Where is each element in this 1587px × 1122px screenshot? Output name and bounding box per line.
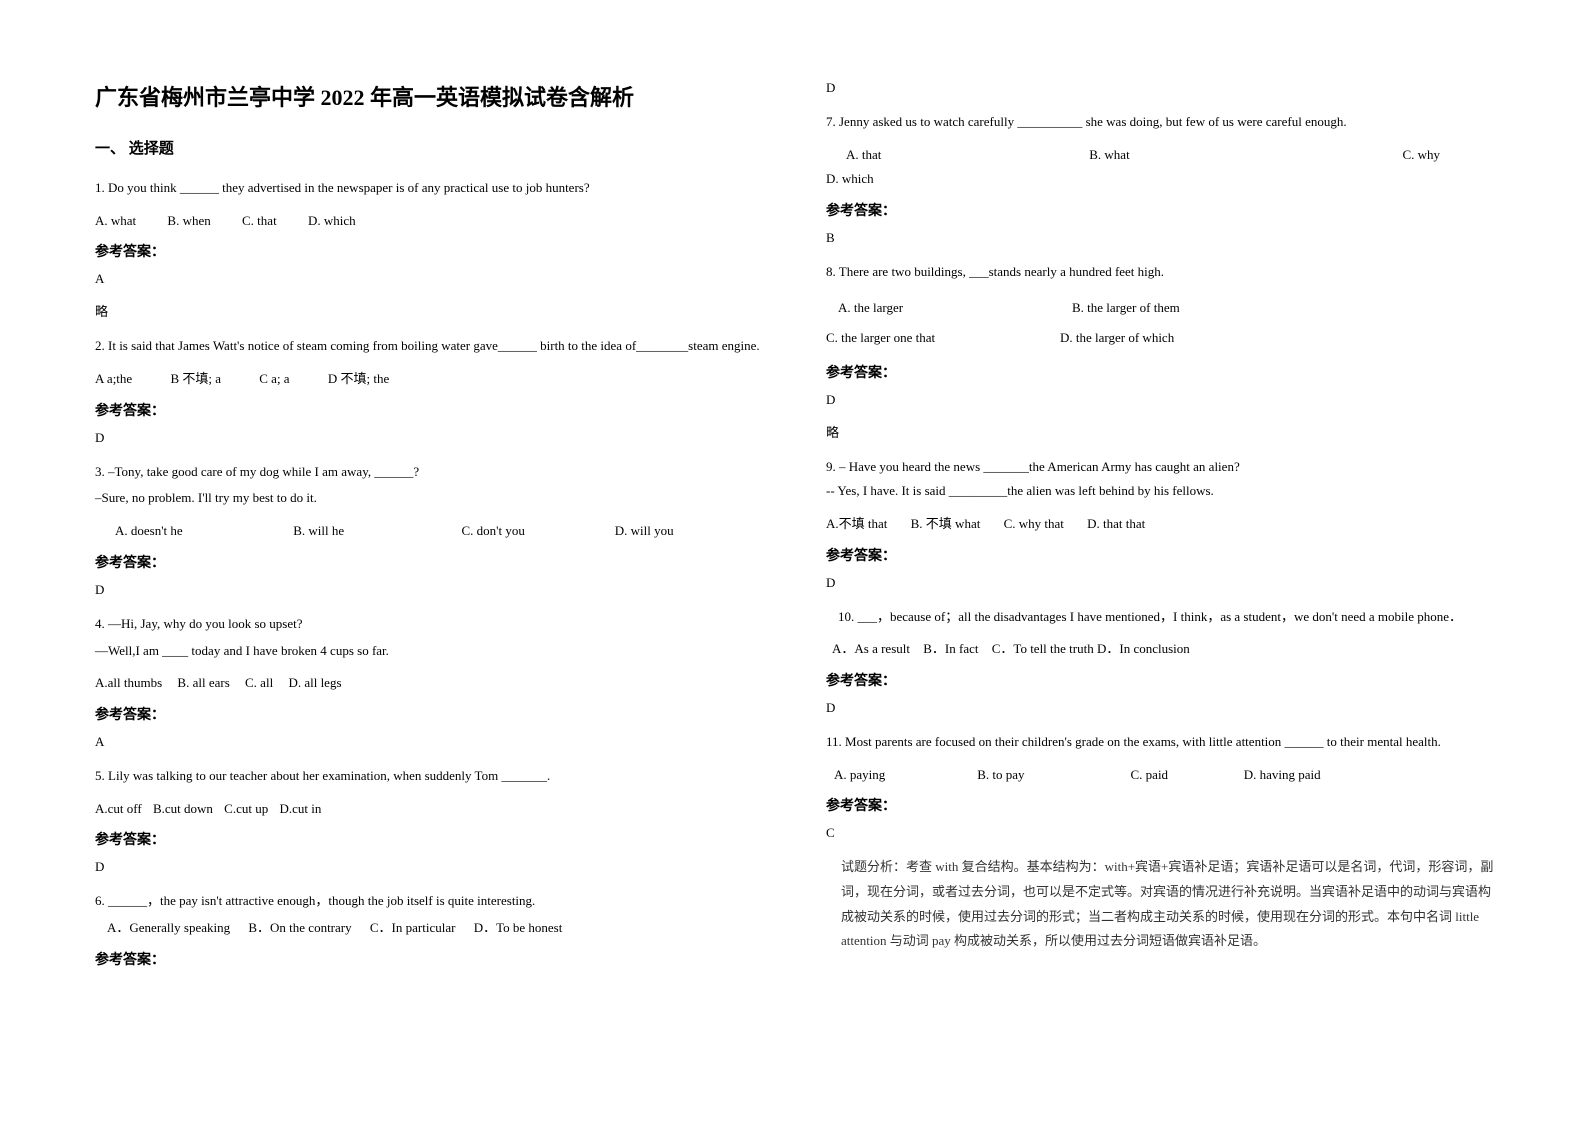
q6-opt-d: D．To be honest (474, 916, 563, 941)
page-title: 广东省梅州市兰亭中学 2022 年高一英语模拟试卷含解析 (95, 80, 786, 112)
q4-options: A.all thumbs B. all ears C. all D. all l… (95, 671, 786, 696)
left-column: 广东省梅州市兰亭中学 2022 年高一英语模拟试卷含解析 一、 选择题 1. D… (95, 80, 816, 1082)
q7-opt-c: C. why (1403, 143, 1478, 168)
q11-answer-label: 参考答案： (826, 795, 1517, 815)
q6-options: A．Generally speaking B．On the contrary C… (95, 916, 786, 941)
q10-opt-b: B．In fact (923, 637, 978, 662)
q4-answer-label: 参考答案： (95, 704, 786, 724)
q11-answer: C (826, 825, 1517, 841)
q8-answer-label: 参考答案： (826, 362, 1517, 382)
q4-opt-a: A.all thumbs (95, 671, 162, 696)
q5-options: A.cut off B.cut down C.cut up D.cut in (95, 797, 786, 822)
q1-options: A. what B. when C. that D. which (95, 209, 786, 234)
q11-opt-a: A. paying (834, 763, 974, 788)
q5-opt-a: A.cut off (95, 797, 142, 822)
q7-opt-d: D. which (826, 167, 874, 192)
q5-answer: D (95, 859, 786, 875)
q4-text2: —Well,I am ____ today and I have broken … (95, 639, 786, 664)
q3-opt-c: C. don't you (462, 519, 612, 544)
q1-text: 1. Do you think ______ they advertised i… (95, 176, 786, 201)
q10-answer-label: 参考答案： (826, 670, 1517, 690)
q10-options: A．As a result B．In fact C．To tell the tr… (832, 637, 1517, 662)
q11-opt-d: D. having paid (1244, 763, 1321, 788)
q9-options: A.不填 that B. 不填 what C. why that D. that… (826, 512, 1517, 537)
q4-opt-c: C. all (245, 671, 273, 696)
q11-opt-c: C. paid (1131, 763, 1241, 788)
q3-opt-b: B. will he (293, 519, 458, 544)
q7-answer: B (826, 230, 1517, 246)
q3-answer-label: 参考答案： (95, 552, 786, 572)
q10-opt-c: C．To tell the truth (992, 637, 1094, 662)
q6-opt-a: A．Generally speaking (107, 916, 230, 941)
q8-note: 略 (826, 422, 1517, 441)
q3-answer: D (95, 582, 786, 598)
q8-opt-d: D. the larger of which (1060, 326, 1290, 351)
q1-opt-c: C. that (242, 209, 277, 234)
q5-opt-b: B.cut down (153, 797, 213, 822)
q1-note: 略 (95, 301, 786, 320)
q2-answer: D (95, 430, 786, 446)
q9-text2: -- Yes, I have. It is said _________the … (826, 479, 1517, 504)
q7-answer-label: 参考答案： (826, 200, 1517, 220)
q9-text1: 9. – Have you heard the news _______the … (826, 455, 1517, 480)
q11-options: A. paying B. to pay C. paid D. having pa… (826, 763, 1517, 788)
q1-answer-label: 参考答案： (95, 241, 786, 261)
q8-opt-a: A. the larger (838, 296, 1068, 321)
q7-opt-b: B. what (1089, 143, 1399, 168)
q9-answer-label: 参考答案： (826, 545, 1517, 565)
q8-opt-b: B. the larger of them (1072, 296, 1302, 321)
q4-opt-b: B. all ears (177, 671, 229, 696)
q6-opt-c: C．In particular (370, 916, 456, 941)
q10-opt-a: A．As a result (832, 637, 910, 662)
q8-text: 8. There are two buildings, ___stands ne… (826, 260, 1517, 285)
q7-text: 7. Jenny asked us to watch carefully ___… (826, 110, 1517, 135)
q3-options: A. doesn't he B. will he C. don't you D.… (95, 519, 786, 544)
q8-options-row2: C. the larger one that D. the larger of … (826, 323, 1517, 353)
q10-text: 10. ___，because of；all the disadvantages… (838, 605, 1517, 630)
q2-opt-b: B 不填; a (170, 367, 221, 392)
q2-text: 2. It is said that James Watt's notice o… (95, 334, 786, 359)
q11-opt-b: B. to pay (977, 763, 1127, 788)
q1-opt-b: B. when (167, 209, 210, 234)
q2-options: A a;the B 不填; a C a; a D 不填; the (95, 367, 786, 392)
q6-answer-label: 参考答案： (95, 949, 786, 969)
q5-opt-d: D.cut in (279, 797, 321, 822)
q5-text: 5. Lily was talking to our teacher about… (95, 764, 786, 789)
right-column: D 7. Jenny asked us to watch carefully _… (816, 80, 1537, 1082)
q1-opt-a: A. what (95, 209, 136, 234)
q6-answer: D (826, 80, 1517, 96)
q6-opt-b: B．On the contrary (248, 916, 351, 941)
q2-answer-label: 参考答案： (95, 400, 786, 420)
q10-answer: D (826, 700, 1517, 716)
q3-text1: 3. –Tony, take good care of my dog while… (95, 460, 786, 485)
q9-opt-b: B. 不填 what (911, 512, 981, 537)
q2-opt-a: A a;the (95, 367, 132, 392)
q10-opt-d: D．In conclusion (1097, 637, 1190, 662)
q5-opt-c: C.cut up (224, 797, 268, 822)
q6-text: 6. ______，the pay isn't attractive enoug… (95, 889, 786, 914)
q9-opt-a: A.不填 that (826, 512, 887, 537)
q2-opt-c: C a; a (259, 367, 289, 392)
q4-opt-d: D. all legs (288, 671, 341, 696)
q1-opt-d: D. which (308, 209, 356, 234)
q11-text: 11. Most parents are focused on their ch… (826, 730, 1517, 755)
q8-options-row1: A. the larger B. the larger of them (826, 293, 1517, 323)
section-title: 一、 选择题 (95, 137, 786, 158)
q8-answer: D (826, 392, 1517, 408)
q9-answer: D (826, 575, 1517, 591)
q9-opt-d: D. that that (1087, 512, 1145, 537)
q7-options: A. that B. what C. why D. which (826, 143, 1517, 192)
q2-opt-d: D 不填; the (328, 367, 389, 392)
q11-explanation: 试题分析：考查 with 复合结构。基本结构为：with+宾语+宾语补足语；宾语… (826, 855, 1517, 954)
q9-opt-c: C. why that (1004, 512, 1064, 537)
q8-opt-c: C. the larger one that (826, 326, 1056, 351)
q4-answer: A (95, 734, 786, 750)
q3-opt-a: A. doesn't he (115, 519, 290, 544)
q7-opt-a: A. that (846, 143, 1086, 168)
q1-answer: A (95, 271, 786, 287)
q5-answer-label: 参考答案： (95, 829, 786, 849)
q3-text2: –Sure, no problem. I'll try my best to d… (95, 486, 786, 511)
q4-text1: 4. —Hi, Jay, why do you look so upset? (95, 612, 786, 637)
q3-opt-d: D. will you (615, 519, 674, 544)
